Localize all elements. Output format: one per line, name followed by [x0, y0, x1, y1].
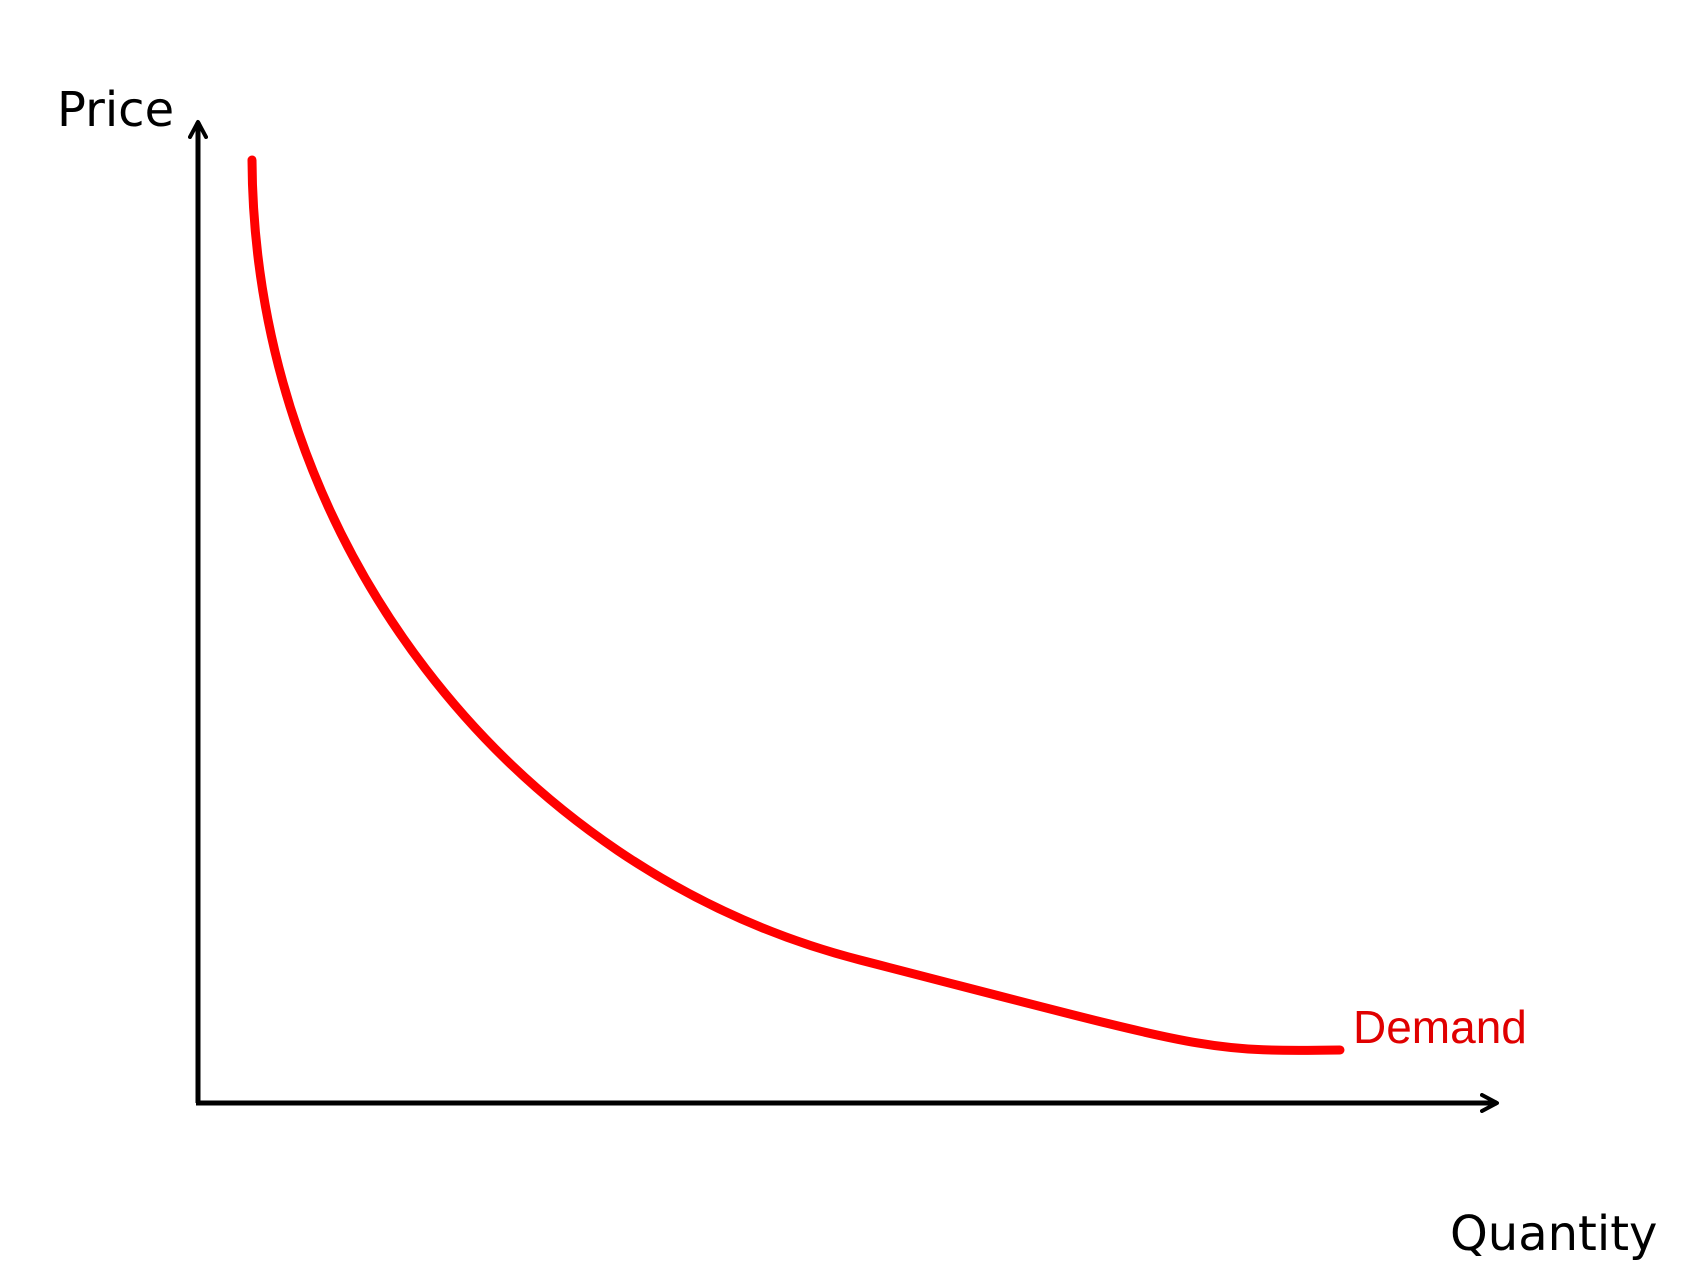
- demand-label: Demand: [1353, 1001, 1527, 1053]
- quantity-axis-label: Quantity: [1450, 1206, 1657, 1262]
- demand-curve: [247, 155, 1345, 1055]
- price-axis-label: Price: [57, 82, 174, 138]
